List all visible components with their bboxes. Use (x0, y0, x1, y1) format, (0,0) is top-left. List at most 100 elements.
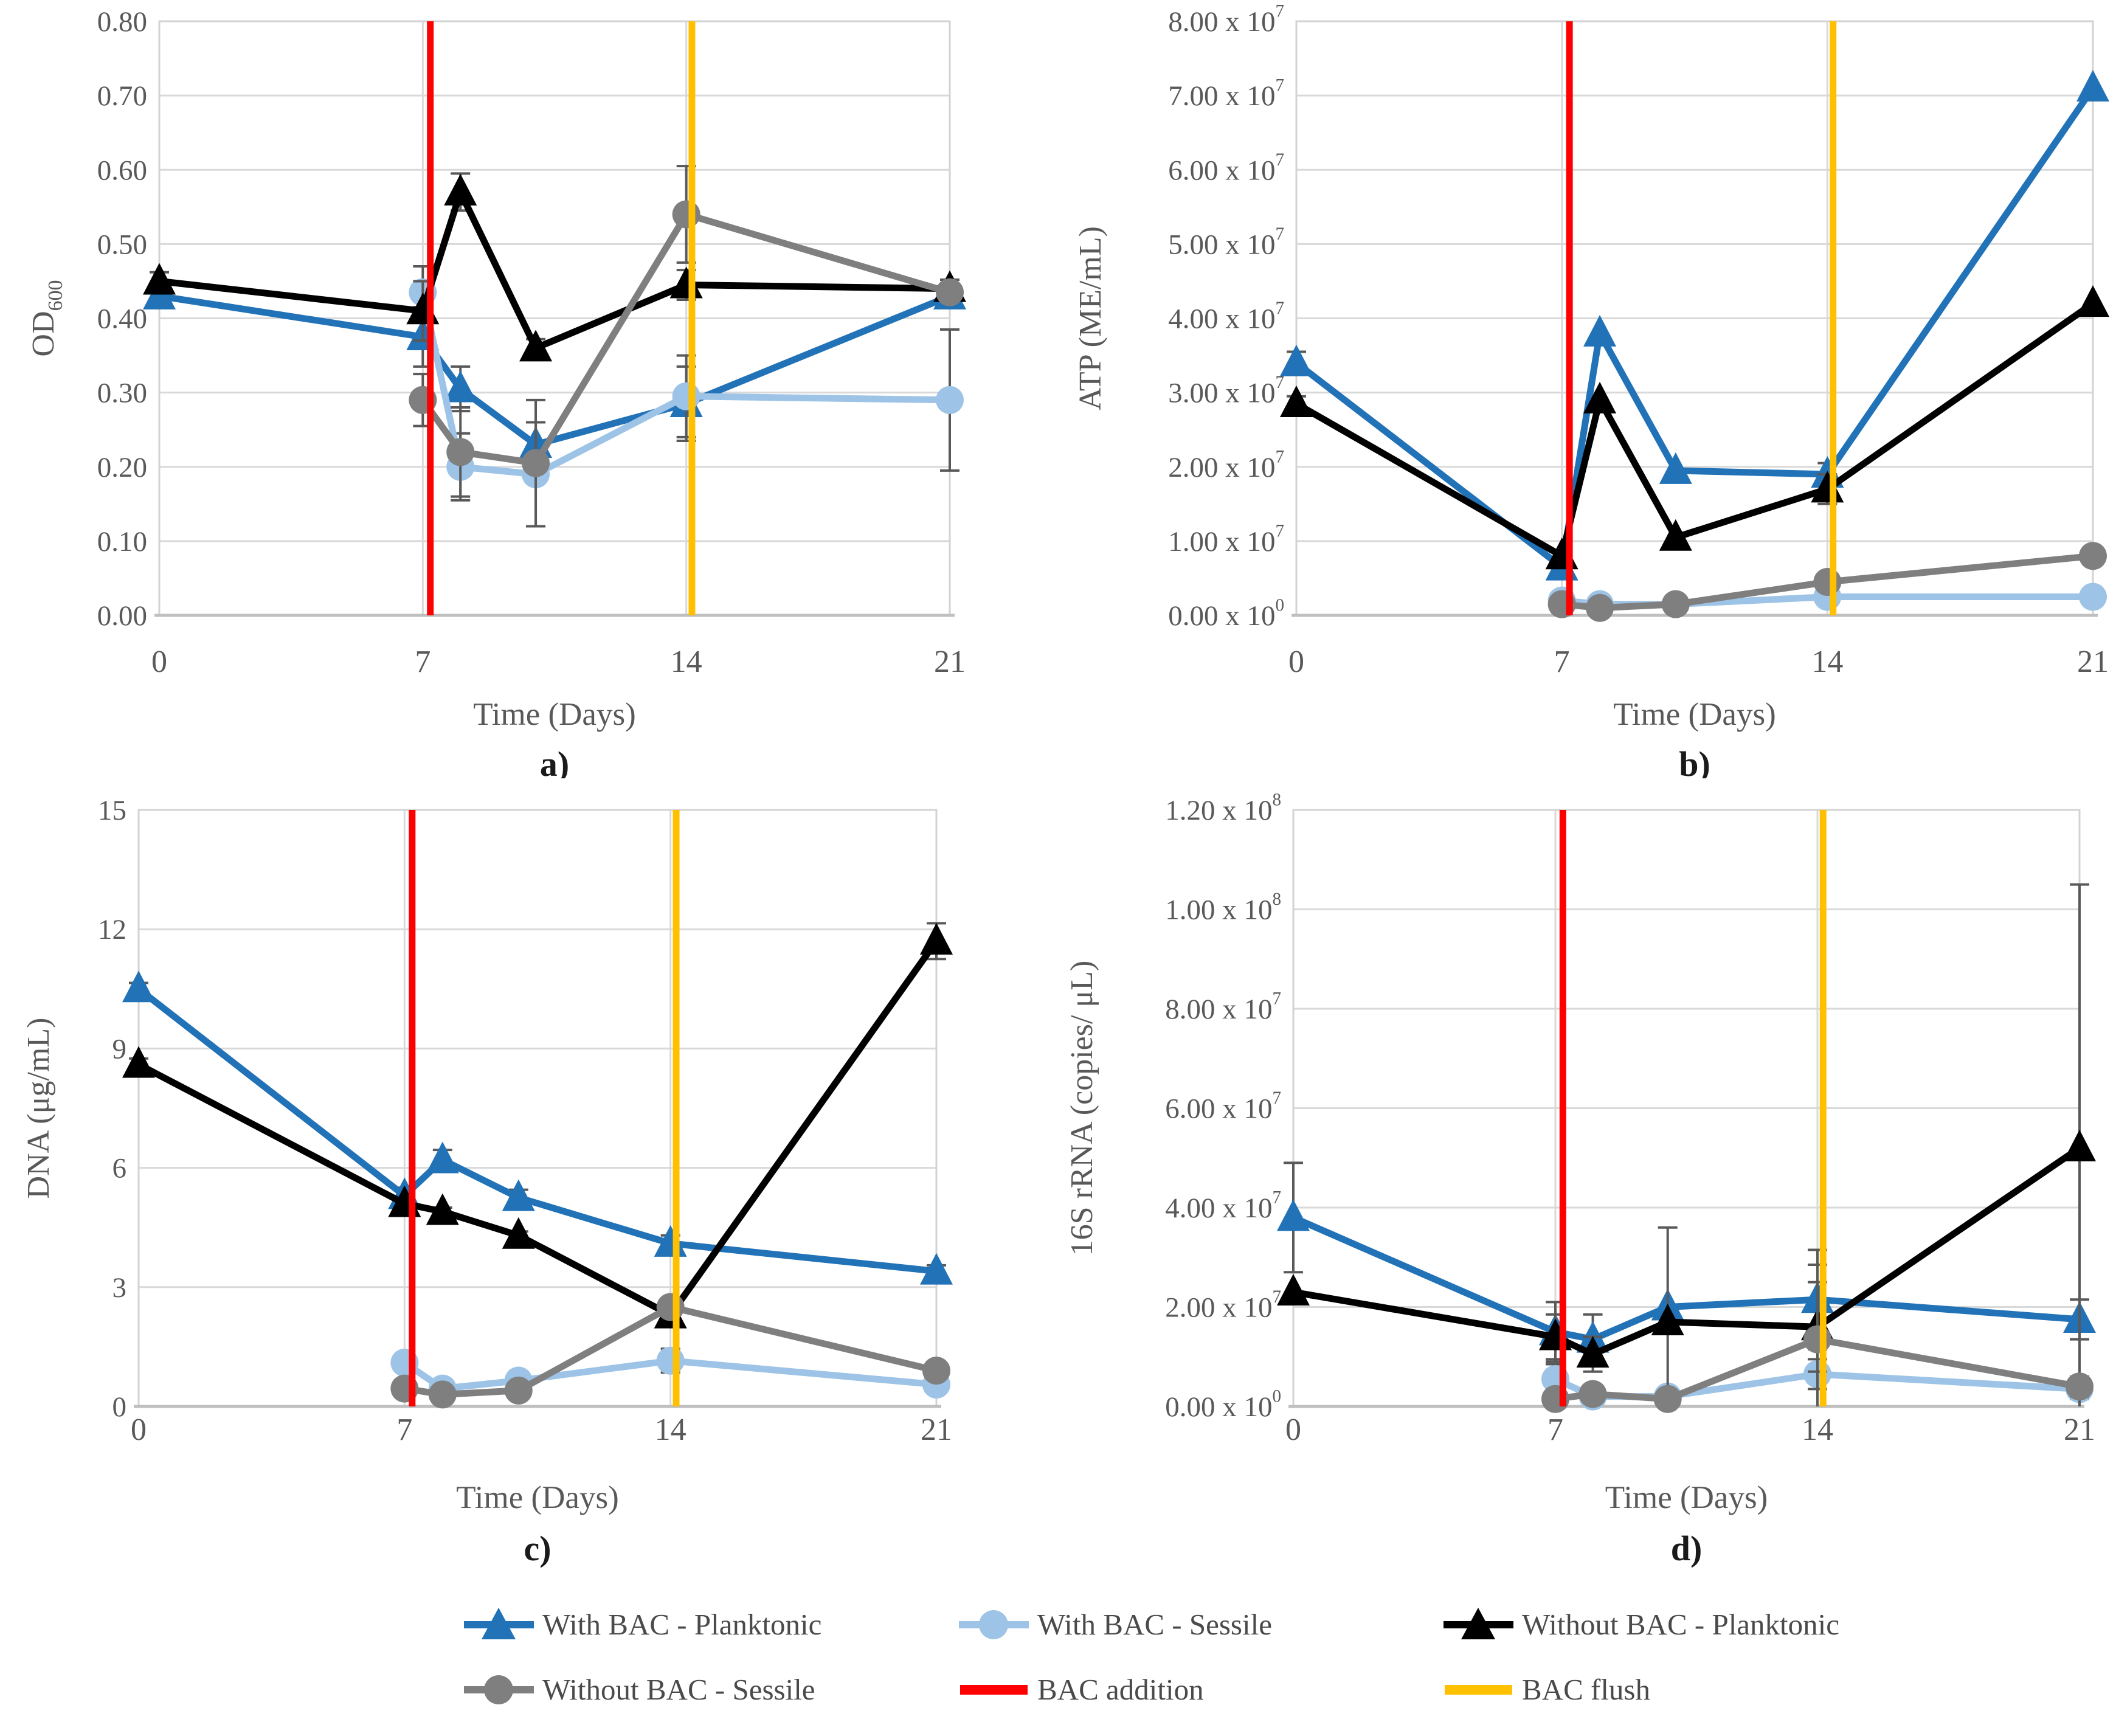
svg-text:0.00 x 100: 0.00 x 100 (1168, 596, 1284, 632)
svg-text:7: 7 (396, 1413, 412, 1447)
svg-text:14: 14 (671, 645, 702, 679)
svg-text:2.00 x 107: 2.00 x 107 (1168, 447, 1284, 483)
legend-item-with-bac-sessile: With BAC - Sessile (959, 1605, 1444, 1644)
legend-marker-without-bac-planktonic-icon (1444, 1607, 1513, 1639)
series-with-bac-planktonic (143, 277, 966, 468)
legend-item-bac-addition: BAC addition (959, 1670, 1444, 1709)
chart-c: 0 3 6 9 12 15 0 7 14 21 Time (Days) c) DNA (μg/mL) (0, 784, 1058, 1587)
chart-a-svg: 0.00 0.10 0.20 0.30 0.40 0.50 0.60 0.70 0.80 0 7 14… (26, 6, 966, 778)
svg-text:7: 7 (1547, 1413, 1563, 1447)
series-with-bac-planktonic (122, 970, 953, 1285)
svg-text:9: 9 (112, 1033, 127, 1065)
svg-text:0.10: 0.10 (97, 526, 147, 558)
legend-item-without-bac-sessile: Without BAC - Sessile (464, 1670, 959, 1709)
svg-text:0.00: 0.00 (97, 600, 147, 632)
svg-text:0.40: 0.40 (97, 303, 147, 335)
series-with-bac-planktonic (1277, 1161, 2096, 1366)
series-without-bac-planktonic (1280, 285, 2109, 570)
y-axis-title: OD600 (26, 280, 67, 356)
y-axis-title: DNA (μg/mL) (21, 1018, 56, 1199)
y-axis-title: 16S rRNA (copies/ μL) (1065, 961, 1099, 1256)
svg-text:14: 14 (655, 1413, 686, 1447)
svg-text:12: 12 (98, 914, 126, 946)
legend-marker-without-bac-sessile-icon (464, 1675, 534, 1704)
chart-d-svg: 0.00 x 100 2.00 x 107 4.00 x 107 6.00 x 107… (1065, 790, 2096, 1569)
legend-marker-with-bac-planktonic-icon (464, 1607, 534, 1639)
svg-text:2.00 x 107: 2.00 x 107 (1165, 1287, 1281, 1324)
svg-text:7.00 x 107: 7.00 x 107 (1168, 76, 1284, 112)
x-axis-title: Time (Days) (1613, 697, 1775, 732)
panel-label-b: b) (1679, 744, 1710, 778)
svg-text:0.70: 0.70 (97, 80, 147, 112)
series-without-bac-planktonic (143, 172, 966, 362)
legend: With BAC - Planktonic With BAC - Sessile… (464, 1592, 2027, 1722)
axis-labels: 0 3 6 9 12 15 0 7 14 21 Time (Days) c) (98, 795, 952, 1568)
svg-text:21: 21 (2064, 1413, 2095, 1447)
panel-label-a: a) (540, 744, 569, 778)
svg-text:0: 0 (1288, 645, 1304, 679)
svg-text:0.00 x 100: 0.00 x 100 (1165, 1387, 1281, 1423)
svg-text:6.00 x 107: 6.00 x 107 (1168, 150, 1284, 187)
gridlines (134, 809, 941, 1408)
svg-text:1.00 x 108: 1.00 x 108 (1165, 890, 1281, 926)
svg-text:3: 3 (112, 1272, 127, 1304)
legend-item-label: With BAC - Planktonic (542, 1608, 822, 1641)
chart-b: 0.00 x 100 1.00 x 107 2.00 x 107 3.00 x 107… (1058, 0, 2116, 778)
legend-marker-bac-flush-icon (1445, 1684, 1512, 1695)
svg-text:21: 21 (934, 645, 966, 679)
series-without-bac-sessile (409, 165, 964, 528)
svg-text:0.50: 0.50 (97, 229, 147, 260)
svg-text:0.80: 0.80 (97, 6, 147, 38)
gridlines (154, 20, 955, 617)
x-axis-title: Time (Days) (456, 1480, 618, 1515)
legend-item-label: With BAC - Sessile (1037, 1608, 1272, 1641)
chart-b-svg: 0.00 x 100 1.00 x 107 2.00 x 107 3.00 x 107… (1073, 2, 2109, 779)
legend-item-with-bac-planktonic: With BAC - Planktonic (464, 1605, 959, 1644)
svg-text:15: 15 (98, 795, 126, 826)
svg-text:6: 6 (112, 1153, 127, 1184)
svg-text:21: 21 (921, 1413, 952, 1447)
svg-text:0.30: 0.30 (97, 378, 147, 409)
x-axis-title: Time (Days) (473, 697, 635, 732)
legend-item-label: Without BAC - Sessile (542, 1673, 815, 1706)
svg-text:0: 0 (151, 645, 167, 679)
legend-item-label: BAC addition (1037, 1673, 1204, 1706)
series-with-bac-planktonic (1280, 69, 2109, 581)
svg-text:0.20: 0.20 (97, 452, 147, 483)
svg-text:4.00 x 107: 4.00 x 107 (1168, 299, 1284, 335)
svg-text:14: 14 (1802, 1413, 1833, 1447)
svg-text:0: 0 (112, 1391, 127, 1423)
series-without-bac-planktonic (122, 922, 953, 1329)
svg-text:4.00 x 107: 4.00 x 107 (1165, 1188, 1281, 1225)
x-axis-title: Time (Days) (1605, 1480, 1768, 1515)
legend-item-label: Without BAC - Planktonic (1522, 1608, 1840, 1641)
svg-text:0: 0 (1285, 1413, 1301, 1447)
svg-text:8.00 x 107: 8.00 x 107 (1165, 989, 1281, 1026)
svg-text:14: 14 (1811, 645, 1843, 679)
legend-item-bac-flush: BAC flush (1444, 1670, 2027, 1709)
series-without-bac-planktonic (1277, 883, 2096, 1406)
panel-label-c: c) (524, 1529, 551, 1568)
svg-text:1.00 x 107: 1.00 x 107 (1168, 521, 1284, 558)
gridlines (1288, 809, 2084, 1408)
svg-text:3.00 x 107: 3.00 x 107 (1168, 373, 1284, 409)
legend-marker-bac-addition-icon (960, 1684, 1028, 1695)
svg-text:6.00 x 107: 6.00 x 107 (1165, 1088, 1281, 1125)
axis-labels: 0.00 x 100 2.00 x 107 4.00 x 107 6.00 x 107… (1165, 790, 2095, 1569)
series-without-bac-sessile (390, 1293, 950, 1409)
svg-text:5.00 x 107: 5.00 x 107 (1168, 224, 1284, 261)
y-axis-title: ATP (ME/mL) (1073, 226, 1108, 410)
svg-text:8.00 x 107: 8.00 x 107 (1168, 2, 1284, 38)
svg-text:0.60: 0.60 (97, 154, 147, 186)
panel-label-d: d) (1671, 1529, 1703, 1568)
svg-text:21: 21 (2077, 645, 2109, 679)
gridlines (1291, 20, 2098, 617)
chart-c-svg: 0 3 6 9 12 15 0 7 14 21 Time (Days) c) DNA (μg/mL) (21, 795, 953, 1568)
svg-text:0: 0 (131, 1413, 147, 1447)
svg-text:7: 7 (1554, 645, 1570, 679)
axis-labels: 0.00 x 100 1.00 x 107 2.00 x 107 3.00 x 107… (1168, 2, 2109, 779)
legend-marker-with-bac-sessile-icon (959, 1610, 1029, 1639)
chart-d: 0.00 x 100 2.00 x 107 4.00 x 107 6.00 x 107… (1058, 784, 2116, 1587)
legend-item-label: BAC flush (1522, 1673, 1651, 1706)
